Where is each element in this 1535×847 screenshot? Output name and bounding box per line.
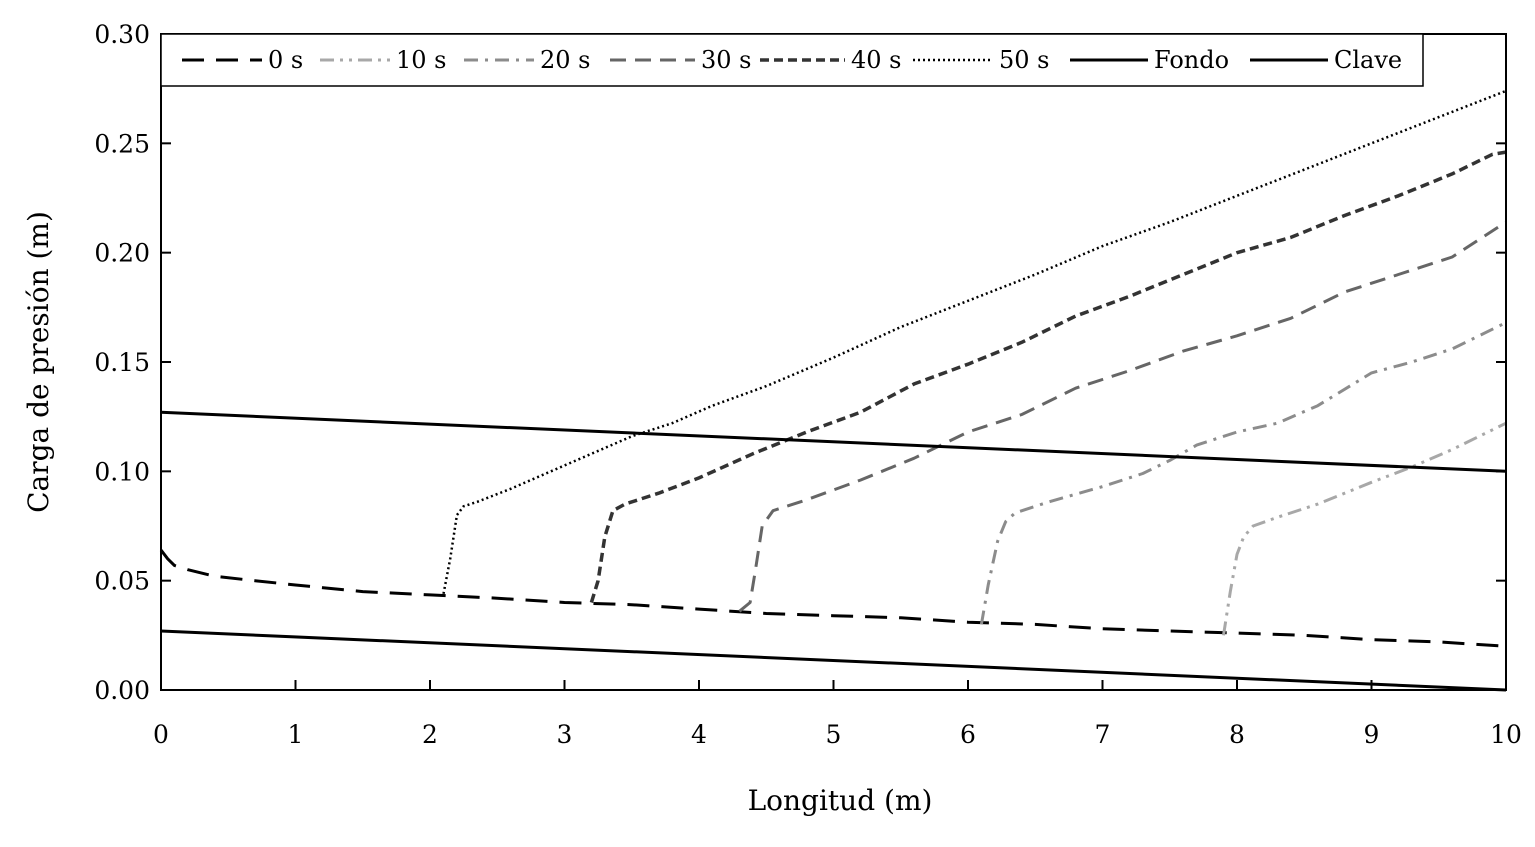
series-line-5	[442, 89, 1507, 595]
series-line-6	[160, 629, 1507, 692]
legend-label-1: 10 s	[396, 46, 446, 74]
legend: 0 s 10 s 20 s 30 s 40 s 50 s Fondo Clave	[160, 33, 1424, 87]
x-tick-label: 8	[1229, 720, 1245, 749]
legend-label-7: Clave	[1334, 46, 1402, 74]
y-tick-label: 0.15	[94, 348, 150, 377]
plot-lines	[159, 89, 1507, 692]
legend-label-6: Fondo	[1154, 46, 1229, 74]
series-line-7	[160, 410, 1507, 473]
x-tick-label: 1	[288, 720, 304, 749]
legend-label-5: 50 s	[999, 46, 1049, 74]
x-tick-label: 0	[153, 720, 169, 749]
x-tick-label: 6	[960, 720, 976, 749]
x-tick-label: 9	[1364, 720, 1380, 749]
y-tick-label: 0.20	[94, 239, 150, 268]
x-axis-title: Longitud (m)	[748, 784, 933, 817]
series-line-4	[589, 150, 1507, 604]
x-tick-label: 2	[422, 720, 438, 749]
legend-label-4: 40 s	[851, 46, 901, 74]
series-line-3	[738, 220, 1507, 613]
legend-label-3: 30 s	[701, 46, 751, 74]
x-tick-label: 3	[557, 720, 573, 749]
y-tick-label: 0.00	[94, 676, 150, 705]
tick-labels: 0 1 2 3 4 5 6 7 8 9 10 0.00 0.05 0.10 0.15 0.20 0.25 0.30	[94, 20, 1522, 749]
y-tick-label: 0.30	[94, 20, 150, 49]
x-tick-label: 10	[1490, 720, 1522, 749]
legend-label-0: 0 s	[268, 46, 303, 74]
series-line-0	[159, 549, 1507, 648]
x-tick-label: 5	[826, 720, 842, 749]
x-tick-label: 7	[1095, 720, 1111, 749]
x-tick-label: 4	[691, 720, 707, 749]
y-axis-title: Carga de presión (m)	[22, 211, 55, 513]
legend-label-2: 20 s	[540, 46, 590, 74]
series-line-2	[979, 321, 1507, 625]
y-tick-label: 0.10	[94, 457, 150, 486]
y-tick-label: 0.05	[94, 567, 150, 596]
y-tick-label: 0.25	[94, 129, 150, 158]
series-line-1	[1222, 421, 1507, 636]
